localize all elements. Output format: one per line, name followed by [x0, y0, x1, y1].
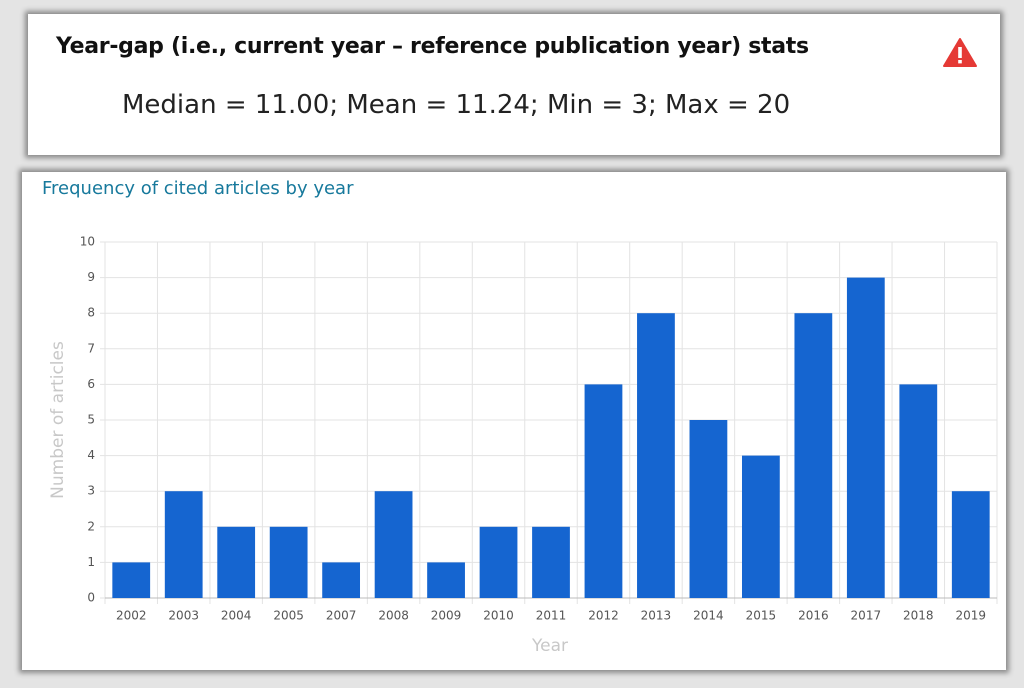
- bar: [532, 526, 570, 598]
- chart: Frequency of cited articles by year Year…: [42, 178, 998, 656]
- y-tick-label: 4: [87, 448, 95, 462]
- bar: [689, 420, 728, 598]
- x-tick-label: 2003: [168, 609, 199, 623]
- bar: [951, 491, 990, 598]
- bar: [322, 562, 361, 598]
- stats-panel: Year-gap (i.e., current year – reference…: [28, 14, 1000, 155]
- bar: [584, 384, 623, 598]
- bar: [269, 526, 308, 598]
- x-tick-label: 2012: [588, 609, 619, 623]
- bar: [427, 562, 465, 598]
- x-tick-label: 2015: [746, 609, 777, 623]
- x-tick-label: 2011: [536, 609, 567, 623]
- x-tick-label: 2008: [378, 609, 409, 623]
- y-tick-label: 5: [87, 413, 95, 427]
- x-tick-label: 2014: [693, 609, 724, 623]
- stats-title: Year-gap (i.e., current year – reference…: [56, 34, 809, 59]
- bar: [637, 313, 675, 598]
- x-tick-label: 2005: [273, 609, 304, 623]
- y-tick-label: 9: [87, 270, 95, 284]
- y-tick-label: 8: [87, 306, 95, 320]
- bar: [217, 526, 256, 598]
- x-tick-label: 2018: [903, 609, 934, 623]
- bar: [479, 526, 518, 598]
- y-tick-label: 7: [87, 341, 95, 355]
- y-tick-label: 10: [80, 235, 95, 249]
- bar: [899, 384, 938, 598]
- bar: [741, 455, 780, 598]
- x-tick-label: 2002: [116, 609, 147, 623]
- chart-title: Frequency of cited articles by year: [42, 178, 354, 199]
- y-tick-label: 2: [87, 519, 95, 533]
- y-tick-label: 3: [87, 484, 95, 498]
- bar: [374, 491, 413, 598]
- x-tick-label: 2009: [431, 609, 462, 623]
- x-tick-label: 2017: [851, 609, 882, 623]
- x-tick-label: 2016: [798, 609, 829, 623]
- bar: [846, 277, 885, 598]
- bar: [794, 313, 833, 598]
- x-axis-title: Year: [531, 636, 568, 656]
- x-tick-label: 2013: [641, 609, 672, 623]
- x-tick-label: 2007: [326, 609, 357, 623]
- y-tick-label: 0: [87, 591, 95, 605]
- warning-icon: [943, 38, 977, 67]
- y-tick-label: 1: [87, 555, 95, 569]
- stats-text: Median = 11.00; Mean = 11.24; Min = 3; M…: [122, 90, 791, 120]
- x-tick-label: 2004: [221, 609, 252, 623]
- bar: [164, 491, 203, 598]
- chart-panel: Frequency of cited articles by year Year…: [22, 172, 1006, 670]
- bar: [112, 562, 151, 598]
- x-tick-label: 2010: [483, 609, 514, 623]
- x-tick-label: 2019: [955, 609, 986, 623]
- y-axis-title: Number of articles: [48, 341, 68, 499]
- y-tick-label: 6: [87, 377, 95, 391]
